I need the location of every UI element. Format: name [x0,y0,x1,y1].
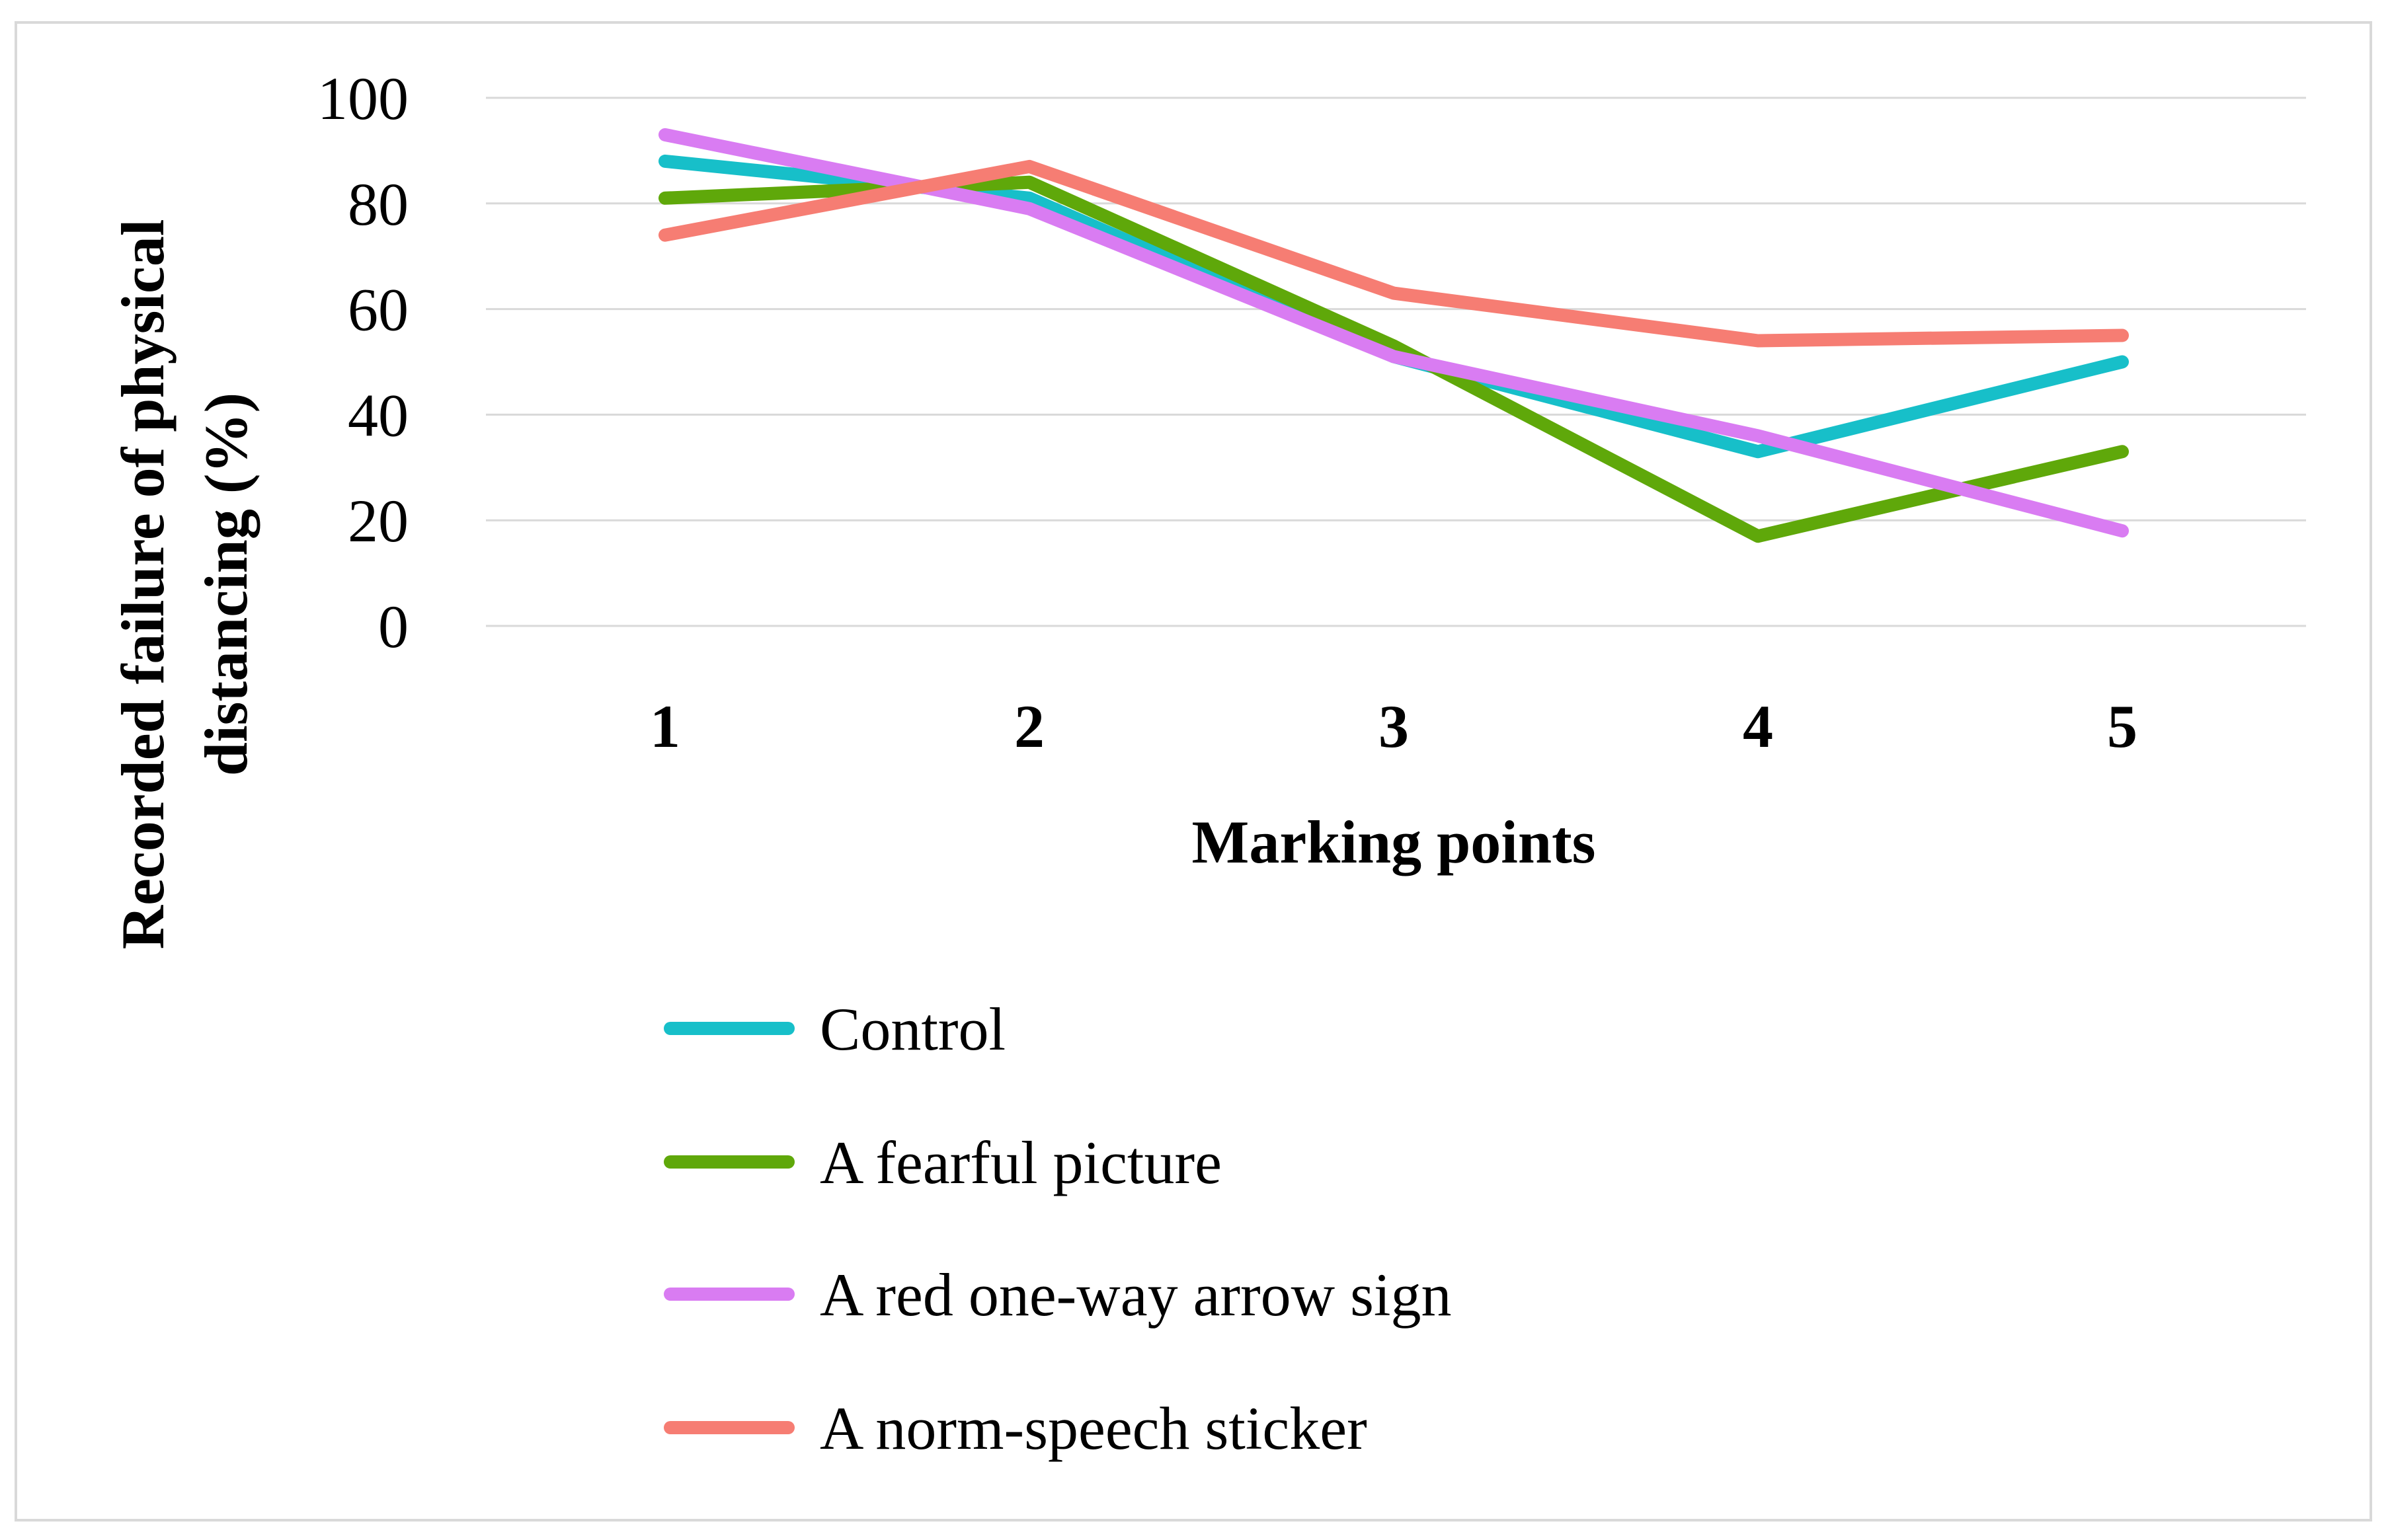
y-tick-label: 100 [317,65,409,132]
series-line-0 [658,154,2129,459]
x-tick-label: 5 [2107,693,2137,760]
legend-label-2: A red one-way arrow sign [820,1261,1452,1328]
series-lines [658,128,2129,543]
y-tick-label: 80 [348,171,409,238]
gridlines [486,96,2306,627]
legend: Control A fearful picture A red one-way ar… [664,995,1452,1462]
x-tick-labels: 1 2 3 4 5 [650,693,2137,760]
x-tick-label: 2 [1014,693,1045,760]
x-axis-title: Marking points [1192,808,1596,876]
y-tick-label: 20 [348,487,409,555]
legend-label-1: A fearful picture [820,1129,1222,1196]
y-tick-labels: 0 20 40 60 80 100 [317,65,409,660]
series-line-3 [658,159,2129,348]
y-tick-label: 0 [378,593,409,660]
y-tick-label: 40 [348,381,409,449]
y-axis-title: Recorded failure of physical distancing … [109,219,260,950]
x-tick-label: 1 [650,693,680,760]
x-tick-label: 4 [1743,693,1773,760]
x-tick-label: 3 [1378,693,1409,760]
y-tick-label: 60 [348,276,409,344]
legend-label-3: A norm-speech sticker [820,1395,1367,1462]
y-axis-title-line-2: distancing (%) [192,393,260,776]
legend-label-0: Control [820,995,1006,1063]
y-axis-title-line-1: Recorded failure of physical [109,219,177,950]
